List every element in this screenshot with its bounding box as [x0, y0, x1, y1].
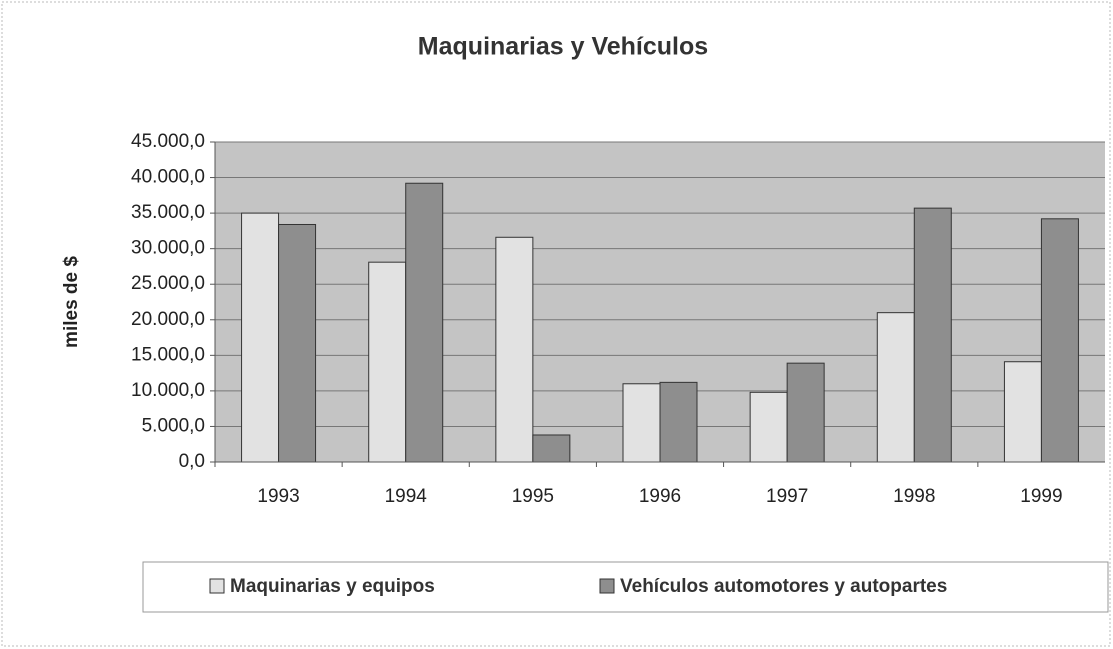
legend-label: Vehículos automotores y autopartes [620, 576, 947, 597]
bar [622, 383, 661, 463]
y-tick-label: 40.000,0 [131, 167, 205, 188]
bar [876, 312, 915, 463]
bar [1040, 218, 1079, 463]
y-tick-label: 15.000,0 [131, 344, 205, 365]
bar [913, 207, 952, 463]
y-axis-label: miles de $ [61, 256, 82, 348]
chart-title: Maquinarias y Vehículos [418, 33, 708, 61]
bar [495, 236, 534, 463]
bar [405, 182, 444, 463]
y-tick-label: 30.000,0 [131, 238, 205, 259]
bar [786, 362, 825, 463]
bar [241, 212, 280, 463]
bar [1003, 361, 1042, 463]
y-tick-label: 35.000,0 [131, 202, 205, 223]
y-tick-label: 5.000,0 [142, 415, 205, 436]
y-tick-label: 20.000,0 [131, 309, 205, 330]
legend-swatch [599, 578, 615, 594]
bar [278, 223, 317, 463]
legend [142, 561, 1109, 613]
y-tick-label: 0,0 [179, 451, 205, 472]
x-tick-label: 1999 [1020, 486, 1062, 507]
x-tick-label: 1996 [639, 486, 681, 507]
bar [368, 261, 407, 463]
y-tick-label: 25.000,0 [131, 273, 205, 294]
bar [532, 434, 571, 463]
y-tick-label: 10.000,0 [131, 380, 205, 401]
x-tick-label: 1994 [385, 486, 428, 507]
x-tick-label: 1997 [766, 486, 808, 507]
y-tick-label: 45.000,0 [131, 131, 205, 152]
legend-label: Maquinarias y equipos [230, 576, 435, 597]
x-tick-label: 1993 [257, 486, 299, 507]
bar [659, 381, 698, 463]
x-tick-label: 1995 [512, 486, 554, 507]
x-tick-label: 1998 [893, 486, 935, 507]
bar [749, 391, 788, 463]
legend-swatch [209, 578, 225, 594]
